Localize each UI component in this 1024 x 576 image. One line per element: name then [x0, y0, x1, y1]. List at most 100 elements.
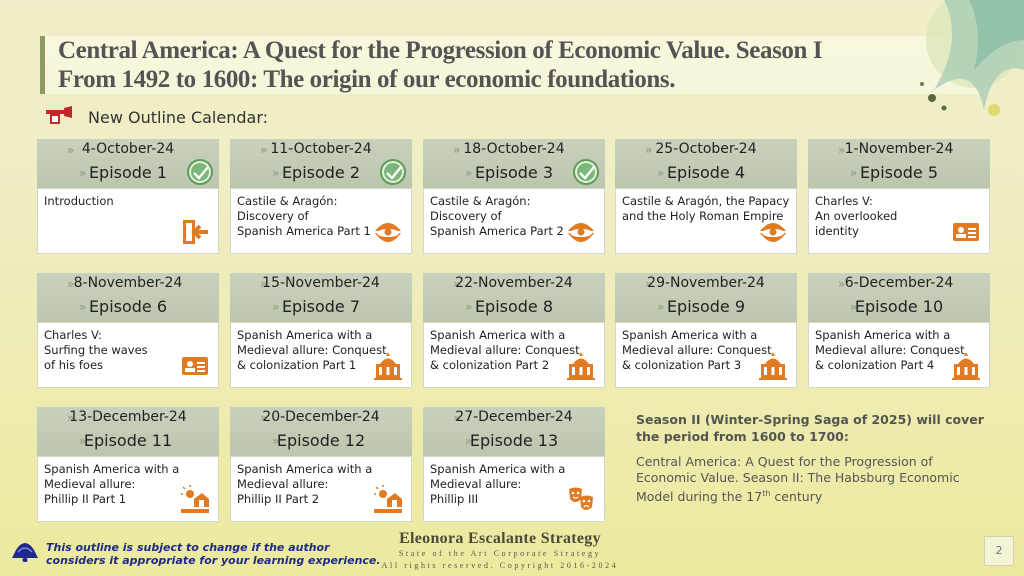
episode-date: 20-December-24: [262, 409, 380, 425]
episode-card-body: Spanish America with a Medieval allure: …: [230, 456, 412, 522]
episode-title: Episode 1: [88, 163, 168, 182]
episode-description: Castile & Aragón, the Papacy and the Hol…: [622, 194, 790, 223]
episode-description: Castile & Aragón: Discovery of Spanish A…: [237, 194, 371, 238]
cathedral-icon: [758, 351, 788, 381]
episode-card-body: Spanish America with a Medieval allure: …: [423, 456, 605, 522]
episode-card: »» 18-October-24 Episode 3 Castile & Aragón…: [423, 139, 605, 254]
episode-title: Episode 4: [666, 163, 746, 182]
episode-card-header: »» 27-December-24 Episode 13: [423, 407, 605, 456]
cathedral-icon: [566, 351, 596, 381]
checkmark-icon: [380, 159, 406, 185]
episode-date: 22-November-24: [455, 275, 573, 291]
episode-title: Episode 10: [854, 297, 944, 316]
episode-card: »» 11-October-24 Episode 2 Castile & Aragón…: [230, 139, 412, 254]
episode-title: Episode 7: [281, 297, 361, 316]
season2-title: Season II (Winter-Spring Saga of 2025) w…: [636, 412, 984, 444]
episode-card-header: »» 8-November-24 Episode 6: [37, 273, 219, 322]
cathedral-icon: [373, 351, 403, 381]
episode-description: Spanish America with a Medieval allure: …: [430, 462, 566, 506]
chevron-icon: »: [260, 143, 268, 157]
pearl-oyster-icon: [758, 217, 788, 247]
chevron-icon: »: [67, 277, 75, 291]
chevron-icon: »: [465, 166, 473, 180]
chevron-icon: »: [657, 166, 665, 180]
chevron-icon: »: [838, 143, 846, 157]
chevron-icon: »: [453, 277, 461, 291]
episode-description: Spanish America with a Medieval allure: …: [622, 328, 772, 372]
chevron-icon: »: [850, 166, 858, 180]
episode-card-header: »» 20-December-24 Episode 12: [230, 407, 412, 456]
episode-description: Spanish America with a Medieval allure: …: [237, 328, 387, 372]
episode-card-body: Castile & Aragón: Discovery of Spanish A…: [423, 188, 605, 254]
episode-card-header: » » 4-October-24 Episode 1: [37, 139, 219, 188]
brand-tagline: State of the Art Corporate Strategy: [398, 549, 602, 558]
chevron-icon: »: [645, 143, 653, 157]
brand-block: Eleonora Escalante Strategy State of the…: [380, 530, 620, 570]
episode-title: Episode 13: [469, 431, 559, 450]
outline-label: New Outline Calendar:: [88, 107, 269, 127]
chevron-icon: »: [838, 277, 846, 291]
episode-date: 27-December-24: [455, 409, 573, 425]
episode-description: Charles V: Surfing the waves of his foes: [44, 328, 148, 372]
episode-card-header: »» 11-October-24 Episode 2: [230, 139, 412, 188]
cathedral-icon: [951, 351, 981, 381]
episode-card-body: Spanish America with a Medieval allure: …: [423, 322, 605, 388]
episode-date: 13-December-24: [69, 409, 187, 425]
episode-card: »» 27-December-24 Episode 13 Spanish Americ…: [423, 407, 605, 522]
season2-body: Central America: A Quest for the Progres…: [636, 454, 996, 505]
chevron-icon: »: [453, 143, 461, 157]
disclaimer-text: This outline is subject to change if the…: [46, 541, 381, 567]
episode-description: Spanish America with a Medieval allure: …: [237, 462, 373, 506]
chevron-icon: »: [79, 166, 87, 180]
bell-icon: [12, 543, 38, 562]
chevron-icon: »: [67, 143, 75, 157]
episode-card: »» 1-November-24 Episode 5 Charles V: An ov…: [808, 139, 990, 254]
episode-title: Episode 9: [666, 297, 746, 316]
episode-title: Episode 6: [88, 297, 168, 316]
trumpet-icon: [46, 106, 72, 124]
outline-heading: New Outline Calendar:: [44, 105, 268, 129]
title-line-1: Central America: A Quest for the Progres…: [58, 37, 823, 64]
farm-sunrise-icon: [373, 485, 403, 515]
episode-card-header: »» 25-October-24 Episode 4: [615, 139, 797, 188]
chevron-icon: »: [260, 277, 268, 291]
episode-description: Castile & Aragón: Discovery of Spanish A…: [430, 194, 564, 238]
id-card-icon: [951, 217, 981, 247]
episode-card-header: »» 22-November-24 Episode 8: [423, 273, 605, 322]
chevron-icon: »: [272, 166, 280, 180]
episode-title: Episode 8: [474, 297, 554, 316]
episode-card: » » 4-October-24 Episode 1 Introduction: [37, 139, 219, 254]
episode-title: Episode 2: [281, 163, 361, 182]
episode-date: 29-November-24: [647, 275, 765, 291]
episode-description: Introduction: [44, 194, 114, 208]
episode-card-header: »» 15-November-24 Episode 7: [230, 273, 412, 322]
decorative-splash-image: [874, 0, 1024, 130]
chevron-icon: »: [272, 300, 280, 314]
episode-card-header: »» 13-December-24 Episode 11: [37, 407, 219, 456]
id-card-icon: [180, 351, 210, 381]
brand-rights: All rights reserved. Copyright 2016-2024: [381, 561, 619, 570]
episode-title: Episode 5: [859, 163, 939, 182]
episode-card: »» 8-November-24 Episode 6 Charles V: Surfi…: [37, 273, 219, 388]
episode-date: 4-October-24: [81, 141, 175, 157]
pearl-oyster-icon: [373, 217, 403, 247]
episode-description: Charles V: An overlooked identity: [815, 194, 898, 238]
episode-date: 11-October-24: [270, 141, 372, 157]
chevron-icon: »: [465, 434, 473, 448]
episode-card-header: »» 6-December-24 Episode 10: [808, 273, 990, 322]
episode-date: 18-October-24: [463, 141, 565, 157]
episode-card: »» 25-October-24 Episode 4 Castile & Aragón…: [615, 139, 797, 254]
episode-card-header: »» 1-November-24 Episode 5: [808, 139, 990, 188]
episode-date: 15-November-24: [262, 275, 380, 291]
checkmark-icon: [573, 159, 599, 185]
episode-card-header: »» 18-October-24 Episode 3: [423, 139, 605, 188]
episode-card-body: Charles V: Surfing the waves of his foes: [37, 322, 219, 388]
episode-card: »» 15-November-24 Episode 7 Spanish America…: [230, 273, 412, 388]
episode-date: 25-October-24: [655, 141, 757, 157]
episode-card-body: Charles V: An overlooked identity: [808, 188, 990, 254]
episode-card-body: Spanish America with a Medieval allure: …: [37, 456, 219, 522]
episode-card-body: Castile & Aragón, the Papacy and the Hol…: [615, 188, 797, 254]
episode-card-body: Introduction: [37, 188, 219, 254]
episode-date: 8-November-24: [73, 275, 183, 291]
page-title: Central America: A Quest for the Progres…: [58, 36, 988, 94]
